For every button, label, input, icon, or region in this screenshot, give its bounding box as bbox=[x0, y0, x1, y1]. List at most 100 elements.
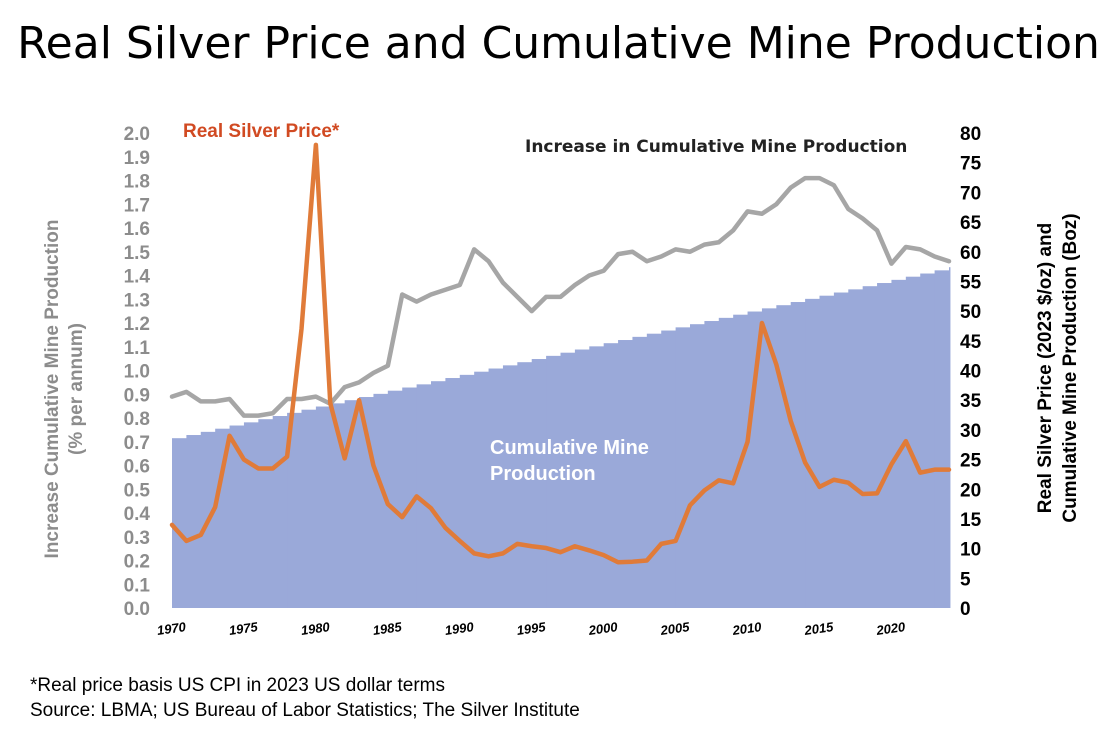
production-increase-line bbox=[169, 175, 952, 418]
chart-title: Real Silver Price and Cumulative Mine Pr… bbox=[17, 18, 1100, 69]
area-step-2006 bbox=[690, 324, 705, 608]
right-tick-label: 25 bbox=[960, 451, 982, 472]
area-step-1994 bbox=[517, 362, 533, 608]
area-step-1985 bbox=[387, 390, 403, 608]
left-tick-label: 0.9 bbox=[124, 385, 150, 406]
area-step-1971 bbox=[186, 435, 202, 608]
area-step-1978 bbox=[287, 412, 303, 608]
left-tick-label: 1.5 bbox=[124, 243, 151, 264]
left-tick-label: 0.2 bbox=[124, 552, 150, 573]
area-step-1999 bbox=[589, 346, 605, 608]
area-step-1977 bbox=[272, 416, 288, 608]
area-step-2022 bbox=[920, 273, 936, 608]
area-step-2002 bbox=[632, 336, 648, 608]
x-tick-label: 1995 bbox=[516, 619, 547, 638]
right-tick-label: 70 bbox=[960, 183, 981, 204]
x-tick-label: 1975 bbox=[228, 619, 259, 638]
right-tick-label: 30 bbox=[960, 421, 981, 442]
x-tick-label: 2020 bbox=[874, 619, 906, 638]
left-tick-label: 1.9 bbox=[124, 148, 150, 169]
left-tick-label: 1.8 bbox=[124, 172, 150, 193]
area-step-1984 bbox=[373, 393, 389, 608]
right-tick-label: 65 bbox=[960, 213, 982, 234]
area-step-1988 bbox=[431, 381, 446, 608]
area-step-1970 bbox=[172, 438, 187, 608]
right-axis-title-1: Real Silver Price (2023 $/oz) and bbox=[1035, 223, 1056, 513]
left-tick-label: 1.1 bbox=[124, 338, 151, 359]
silver-price-line bbox=[169, 142, 952, 565]
left-tick-label: 0.0 bbox=[124, 599, 150, 620]
area-step-1980 bbox=[315, 406, 331, 608]
area-step-2000 bbox=[603, 343, 619, 608]
area-step-1998 bbox=[574, 349, 590, 608]
area-step-2023 bbox=[934, 270, 950, 608]
right-tick-label: 45 bbox=[960, 332, 982, 353]
area-step-1989 bbox=[445, 378, 461, 608]
area-step-1992 bbox=[488, 368, 504, 608]
left-tick-label: 1.4 bbox=[124, 267, 151, 288]
area-series-label-2: Production bbox=[490, 463, 596, 485]
area-step-2013 bbox=[790, 302, 806, 608]
x-tick-label: 1970 bbox=[156, 619, 187, 638]
area-step-1973 bbox=[215, 428, 231, 608]
right-tick-label: 40 bbox=[960, 362, 981, 383]
area-step-1975 bbox=[243, 422, 259, 608]
left-tick-label: 1.0 bbox=[124, 362, 150, 383]
area-step-1976 bbox=[258, 419, 274, 608]
left-tick-label: 0.8 bbox=[124, 409, 150, 430]
left-tick-label: 2.0 bbox=[124, 124, 150, 145]
area-step-2016 bbox=[833, 292, 849, 608]
right-tick-label: 5 bbox=[960, 569, 971, 590]
increase-series-label: Increase in Cumulative Mine Production bbox=[525, 137, 907, 157]
area-step-2014 bbox=[805, 298, 821, 608]
area-step-1986 bbox=[402, 387, 418, 608]
area-step-2004 bbox=[661, 330, 677, 608]
x-tick-label: 2015 bbox=[803, 619, 835, 638]
area-step-2018 bbox=[862, 286, 878, 608]
area-series-label-1: Cumulative Mine bbox=[490, 437, 649, 459]
left-tick-label: 0.4 bbox=[124, 504, 151, 525]
area-step-2010 bbox=[747, 311, 763, 608]
area-step-2011 bbox=[761, 308, 777, 608]
right-tick-label: 55 bbox=[960, 272, 982, 293]
right-tick-label: 75 bbox=[960, 154, 982, 175]
x-tick-label: 1980 bbox=[300, 619, 331, 638]
left-tick-label: 0.6 bbox=[124, 457, 150, 478]
left-tick-label: 0.3 bbox=[124, 528, 150, 549]
x-tick-label: 1990 bbox=[444, 619, 475, 638]
area-step-1990 bbox=[459, 374, 475, 608]
price-series-label: Real Silver Price* bbox=[183, 121, 340, 142]
area-step-2005 bbox=[675, 327, 691, 608]
x-tick-label: 2010 bbox=[731, 619, 763, 638]
area-step-2008 bbox=[718, 317, 734, 608]
x-tick-label: 2005 bbox=[659, 619, 691, 638]
area-step-1993 bbox=[502, 365, 518, 608]
area-step-1996 bbox=[546, 355, 562, 608]
right-tick-label: 0 bbox=[960, 599, 971, 620]
x-tick-label: 1985 bbox=[372, 619, 403, 638]
area-step-2001 bbox=[618, 340, 634, 608]
source-note: Source: LBMA; US Bureau of Labor Statist… bbox=[30, 700, 580, 721]
area-step-1997 bbox=[560, 352, 576, 608]
area-step-2003 bbox=[646, 333, 662, 608]
left-tick-label: 0.5 bbox=[124, 480, 151, 501]
right-tick-label: 15 bbox=[960, 510, 982, 531]
x-tick-label: 2000 bbox=[587, 619, 619, 638]
right-axis-title-2: Cumulative Mine Production (Boz) bbox=[1060, 213, 1081, 522]
left-axis-title-1: Increase Cumulative Mine Production bbox=[42, 220, 63, 559]
area-step-1974 bbox=[229, 425, 245, 608]
area-step-2024 bbox=[949, 267, 951, 608]
area-step-1987 bbox=[416, 384, 432, 608]
area-step-2015 bbox=[819, 295, 835, 608]
area-step-1979 bbox=[301, 409, 317, 608]
left-tick-label: 0.7 bbox=[124, 433, 150, 454]
left-tick-label: 1.2 bbox=[124, 314, 150, 335]
area-step-2007 bbox=[704, 321, 720, 608]
area-step-2020 bbox=[891, 279, 907, 608]
area-step-2012 bbox=[776, 305, 792, 608]
area-step-2019 bbox=[877, 283, 893, 608]
left-tick-label: 1.3 bbox=[124, 290, 150, 311]
right-tick-label: 35 bbox=[960, 391, 982, 412]
left-tick-label: 1.7 bbox=[124, 195, 150, 216]
